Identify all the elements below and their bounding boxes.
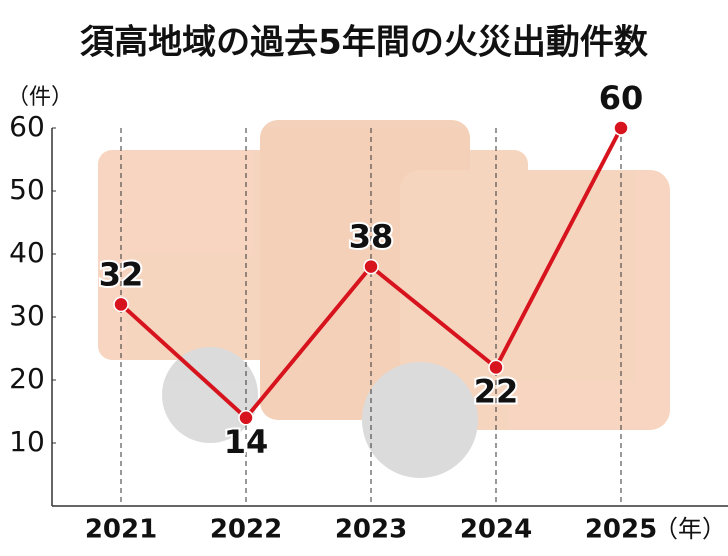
y-tick-label: 30 — [9, 299, 45, 332]
data-label: 60 — [599, 79, 644, 117]
data-point — [488, 359, 504, 376]
data-label: 32 — [99, 255, 144, 293]
chart-title: 須高地域の過去5年間の火災出動件数 — [80, 23, 648, 63]
background-illustration — [98, 120, 670, 478]
y-axis-label: （件） — [7, 85, 73, 110]
data-point — [363, 258, 379, 275]
y-tick-label: 40 — [9, 236, 45, 269]
x-tick-label: 2025 — [585, 515, 657, 545]
x-tick-label: 2022 — [210, 515, 282, 545]
y-tick-label: 20 — [9, 362, 45, 395]
x-tick-label: 2024 — [460, 515, 532, 545]
data-point — [613, 120, 629, 136]
x-axis-label: （年） — [654, 515, 726, 543]
y-tick-label: 10 — [9, 425, 45, 458]
data-point — [238, 410, 254, 426]
data-label: 38 — [349, 218, 394, 256]
data-label: 22 — [474, 372, 519, 410]
data-label: 14 — [224, 423, 269, 461]
y-tick-label: 50 — [9, 173, 45, 206]
y-tick-label: 60 — [9, 110, 45, 143]
data-point — [113, 296, 129, 313]
x-tick-label: 2021 — [85, 515, 157, 545]
x-tick-label: 2023 — [335, 515, 407, 545]
